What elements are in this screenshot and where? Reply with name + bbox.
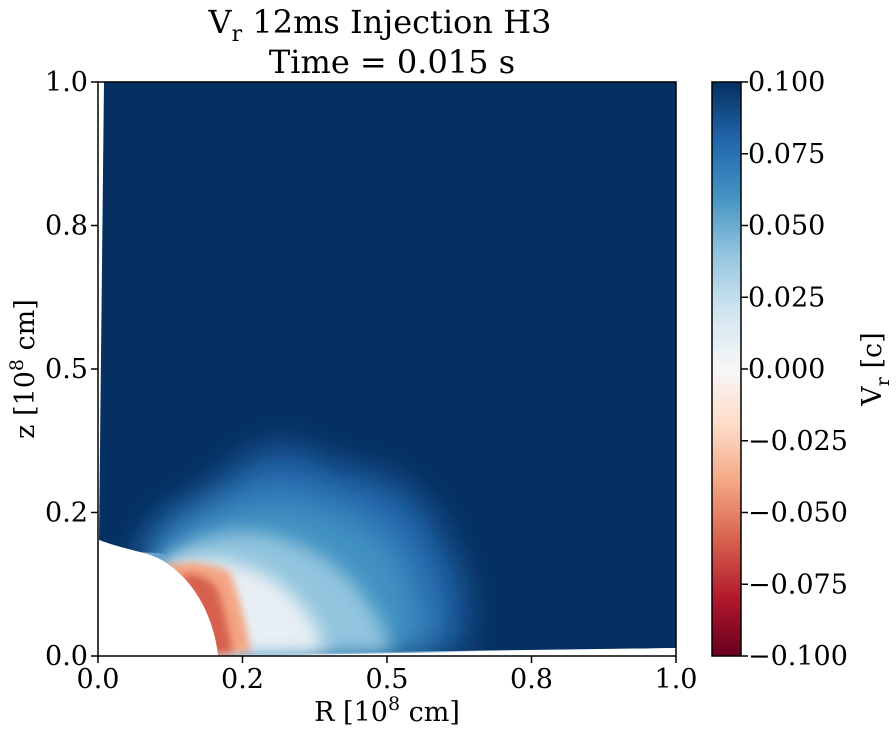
bottom-edge-gap xyxy=(240,648,676,656)
colorbar-tick-label: 0.000 xyxy=(748,354,825,385)
colorbar-tick-label: −0.050 xyxy=(748,498,848,529)
excised-core xyxy=(98,540,218,656)
x-tick-label: 0.2 xyxy=(221,664,264,695)
chart-title-line1: Vr 12ms Injection H3 xyxy=(208,3,552,47)
colorbar-tick-label: −0.025 xyxy=(748,426,848,457)
colorbar-tick-label: 0.075 xyxy=(748,139,825,170)
colorbar-tick-label: 0.025 xyxy=(748,282,825,313)
y-tick-label: 0.8 xyxy=(45,211,88,242)
y-tick-label: 0.0 xyxy=(45,641,88,672)
colorbar-tick-label: −0.100 xyxy=(748,641,848,672)
x-axis-label: R [108 cm] xyxy=(314,693,460,728)
x-tick-label: 0.0 xyxy=(77,664,120,695)
colorbar-ticks: 0.100 0.075 0.050 0.025 0.000 −0.025 −0.050 −0.… xyxy=(741,67,848,672)
colorbar-tick-label: −0.075 xyxy=(748,569,848,600)
y-tick-label: 1.0 xyxy=(45,67,88,98)
heatmap-field xyxy=(98,82,676,656)
colorbar-tick-label: 0.050 xyxy=(748,211,825,242)
colorbar-label: Vr [c] xyxy=(857,332,894,406)
y-tick-label: 0.2 xyxy=(45,498,88,529)
colorbar-tick-label: 0.100 xyxy=(748,67,825,98)
chart-title-line2: Time = 0.015 s xyxy=(269,43,515,81)
x-tick-label: 0.5 xyxy=(366,664,409,695)
x-tick-label: 0.8 xyxy=(510,664,553,695)
x-axis: 0.0 0.2 0.5 0.8 1.0 xyxy=(77,656,698,695)
y-axis-label: z [108 cm] xyxy=(6,299,41,439)
colorbar xyxy=(711,81,742,657)
y-axis: 0.0 0.2 0.5 0.8 1.0 xyxy=(45,67,98,672)
x-tick-label: 1.0 xyxy=(655,664,698,695)
y-tick-label: 0.5 xyxy=(45,354,88,385)
